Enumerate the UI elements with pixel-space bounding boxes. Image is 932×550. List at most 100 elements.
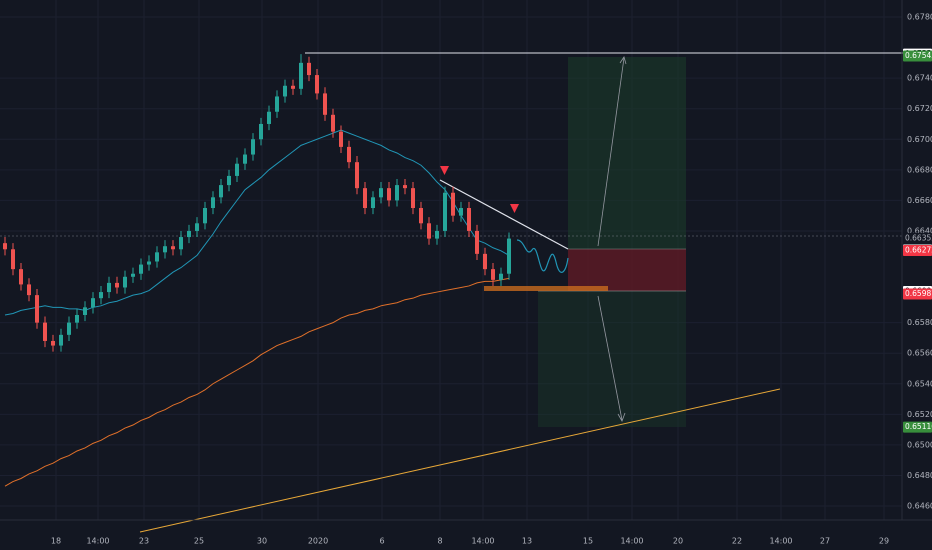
candle-body [395, 185, 399, 201]
plot [3, 54, 511, 487]
candle-body [451, 192, 455, 216]
x-tick-label: 23 [139, 537, 149, 546]
price-tag [903, 244, 932, 256]
y-tick-label: 0.66800 [907, 165, 932, 174]
candle-body [67, 322, 71, 335]
x-tick-label: 30 [257, 537, 267, 546]
candle-body [387, 188, 391, 201]
y-tick-label: 0.67000 [907, 135, 932, 144]
y-tick-label: 0.66400 [907, 226, 932, 235]
x-tick-label: 13 [522, 537, 532, 546]
arrow-up-head [619, 56, 627, 65]
candle-body [283, 85, 287, 97]
candle-body [187, 230, 191, 238]
candle-body [75, 314, 79, 323]
candle-body [115, 282, 119, 288]
candle-body [339, 131, 343, 147]
candle-body [171, 246, 175, 250]
candle-body [147, 261, 151, 265]
candle-body [3, 243, 7, 250]
short-target-zone [538, 291, 686, 427]
candle-body [467, 208, 471, 231]
candle-body [227, 175, 231, 186]
candle-body [499, 273, 503, 280]
y-tick-label: 0.65000 [907, 440, 932, 449]
y-tick-label: 0.67400 [907, 74, 932, 83]
candle-body [11, 249, 15, 270]
candle-body [235, 163, 239, 176]
candle-body [19, 269, 23, 285]
signal-arrow [440, 166, 449, 175]
candle-body [139, 264, 143, 274]
candle-body [315, 75, 319, 94]
signal-arrow [510, 204, 519, 213]
x-tick-label: 18 [51, 537, 61, 546]
arrow-down-head [617, 412, 626, 422]
y-tick-label: 0.67800 [907, 13, 932, 22]
y-tick-label: 0.65800 [907, 318, 932, 327]
support-zone [484, 286, 608, 291]
price-tag [903, 232, 932, 244]
y-tick-label: 0.67200 [907, 104, 932, 113]
x-tick-label: 14:00 [620, 537, 643, 546]
candle-body [43, 322, 47, 341]
candle-body [219, 185, 223, 198]
candle-body [331, 114, 335, 132]
y-tick-label: 0.64800 [907, 471, 932, 480]
price-tag-label: 0.65116 [905, 422, 932, 431]
candle-body [59, 334, 63, 346]
x-tick-label: 14:00 [471, 537, 494, 546]
candle-body [155, 252, 159, 262]
candle-body [459, 208, 463, 216]
candle-body [131, 273, 135, 277]
candle-body [251, 139, 255, 155]
candle-body [307, 62, 311, 76]
candle-body [27, 284, 31, 296]
candle-body [259, 123, 263, 140]
candle-body [475, 230, 479, 254]
candle-body [411, 188, 415, 209]
candle-body [91, 298, 95, 308]
axes: 0.67800 0.67400 0.67200 0.67000 0.66800 0.666… [51, 13, 932, 546]
candle-body [419, 208, 423, 224]
candle-body [83, 307, 87, 315]
candle-body [275, 96, 279, 112]
projection [516, 239, 569, 273]
candle-body [291, 85, 295, 89]
y-tick-label: 0.65600 [907, 349, 932, 358]
candle-body [507, 238, 511, 274]
candle-body [403, 185, 407, 189]
candle-body [243, 154, 247, 164]
y-tick-label: 0.66600 [907, 196, 932, 205]
candle-body [355, 162, 359, 189]
candle-body [363, 188, 367, 209]
y-tick-label: 0.65400 [907, 379, 932, 388]
x-tick-label: 25 [194, 537, 204, 546]
price-tag-label: 0.66272 [905, 245, 932, 254]
price-tag [903, 50, 932, 62]
candle-body [107, 282, 111, 293]
arrow-down [597, 295, 623, 421]
candle-body [323, 93, 327, 115]
trend-line [139, 388, 781, 533]
x-tick-label: 15 [583, 537, 593, 546]
candle-body [179, 237, 183, 250]
candle-body [427, 223, 431, 239]
candle-body [267, 111, 271, 124]
target-zone [568, 57, 686, 249]
candle-body [51, 340, 55, 346]
price-tag [903, 288, 932, 300]
candle-body [491, 269, 495, 280]
candle-body [211, 197, 215, 209]
arrow-up [597, 57, 625, 247]
resistance-line [439, 179, 569, 250]
moving-average [4, 277, 510, 487]
candle-body [99, 292, 103, 299]
candle-body [123, 276, 127, 288]
x-tick-label: 6 [379, 537, 384, 546]
y-tick-label: 0.65200 [907, 410, 932, 419]
candle-body [299, 62, 303, 89]
x-tick-label: 27 [820, 537, 830, 546]
